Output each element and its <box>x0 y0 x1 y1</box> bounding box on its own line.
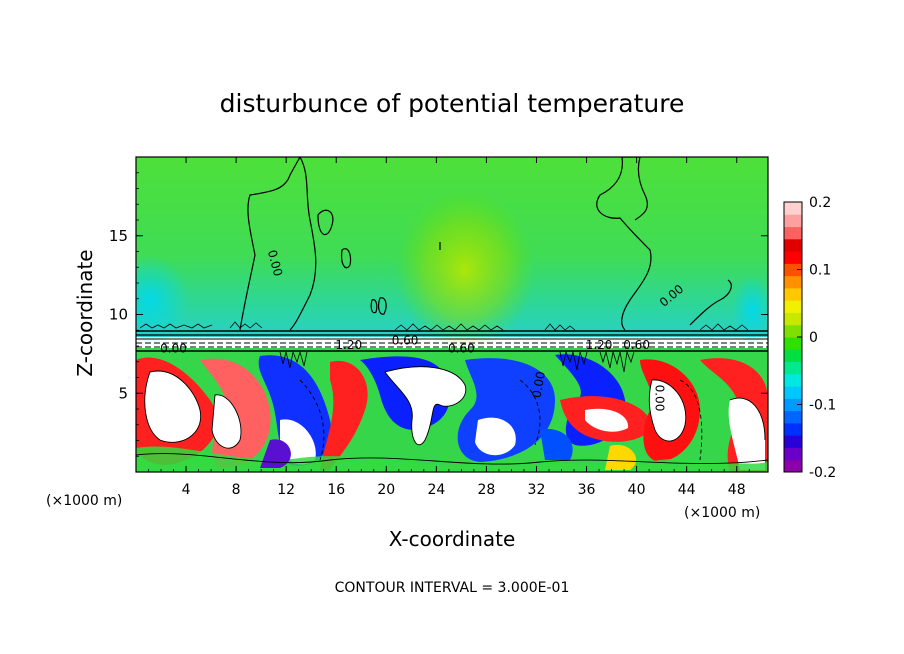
contour-label: 0.00 <box>160 341 187 355</box>
x-tick-label: 24 <box>427 482 445 498</box>
y-axis: 5 10 15 <box>109 172 768 457</box>
x-tick-label: 48 <box>728 482 746 498</box>
x-tick-label: 40 <box>628 482 646 498</box>
plot-area: 0.000.000.00 1.20 0.600.600.001.20 0.600.00 <box>136 157 768 472</box>
x-tick-label: 4 <box>182 482 191 498</box>
colorbar: 0.2 0.1 0 -0.1 -0.2 <box>783 195 836 481</box>
colorbar-swatch <box>784 410 802 424</box>
colorbar-swatch <box>784 202 802 215</box>
x-unit-right: (×1000 m) <box>684 505 760 521</box>
colorbar-tick-label: 0 <box>809 330 818 346</box>
contour-labels: 0.000.000.00 1.20 0.600.600.001.20 0.600.00 <box>160 248 686 411</box>
lower-contours <box>136 366 768 465</box>
x-tick-label: 12 <box>277 482 295 498</box>
colorbar-swatch <box>784 447 802 461</box>
contour-label: 0.60 <box>448 341 475 355</box>
x-unit-left: (×1000 m) <box>46 493 122 509</box>
contour-label: 1.20 <box>335 338 362 352</box>
warm-plume <box>395 190 535 350</box>
y-tick-label: 10 <box>109 306 128 324</box>
cyan-patch-right <box>732 275 768 345</box>
colorbar-tick-label: -0.2 <box>809 465 836 481</box>
y-tick-label: 5 <box>118 384 128 402</box>
x-tick-label: 8 <box>232 482 241 498</box>
x-tick-label: 20 <box>377 482 395 498</box>
colorbar-swatch <box>784 312 802 326</box>
colorbar-swatch <box>784 324 802 338</box>
contour-label: 0.00 <box>530 370 548 399</box>
chart-title: disturbunce of potential temperature <box>220 89 685 118</box>
colorbar-swatch <box>784 435 802 448</box>
y-tick-label: 15 <box>109 227 128 245</box>
colorbar-tick-label: 0.2 <box>809 195 831 211</box>
colorbar-swatch <box>784 422 802 436</box>
contour-label: 1.20 <box>586 338 613 352</box>
colorbar-swatch <box>784 226 802 240</box>
colorbar-swatch <box>784 349 802 363</box>
x-tick-label: 16 <box>327 482 345 498</box>
colorbar-swatch <box>784 361 802 375</box>
contour-label: 0.60 <box>623 338 650 352</box>
x-axis-label: X-coordinate <box>389 527 516 551</box>
colorbar-swatch <box>784 459 802 473</box>
colorbar-swatch <box>784 300 802 313</box>
contour-label: 0.00 <box>652 385 666 412</box>
contour-interval: CONTOUR INTERVAL = 3.000E-01 <box>335 580 570 596</box>
upper-zero-contours <box>239 157 732 331</box>
x-tick-label: 28 <box>478 482 496 498</box>
x-tick-label: 32 <box>528 482 546 498</box>
colorbar-swatch <box>784 251 802 264</box>
x-tick-label: 44 <box>678 482 696 498</box>
colorbar-swatch <box>784 386 802 399</box>
inversion-contours <box>136 321 768 373</box>
colorbar-swatch <box>784 398 802 412</box>
contour-label: 0.60 <box>392 333 419 347</box>
cyan-patch-left <box>136 255 190 345</box>
colorbar-swatch <box>784 373 802 387</box>
colorbar-swatch <box>784 287 802 301</box>
colorbar-tick-label: -0.1 <box>809 398 836 414</box>
colorbar-swatch <box>784 238 802 252</box>
y-axis-label: Z-coordinate <box>73 249 97 376</box>
colorbar-swatch <box>784 337 802 350</box>
colorbar-tick-label: 0.1 <box>809 263 831 279</box>
x-axis: 4 8 12 16 20 24 28 32 36 40 44 48 <box>148 157 750 498</box>
contour-label: 0.00 <box>265 248 285 277</box>
colorbar-swatch <box>784 263 802 277</box>
x-tick-label: 36 <box>578 482 596 498</box>
colorbar-swatch <box>784 275 802 289</box>
turbulent-layer <box>136 348 768 472</box>
colorbar-swatch <box>784 214 802 228</box>
